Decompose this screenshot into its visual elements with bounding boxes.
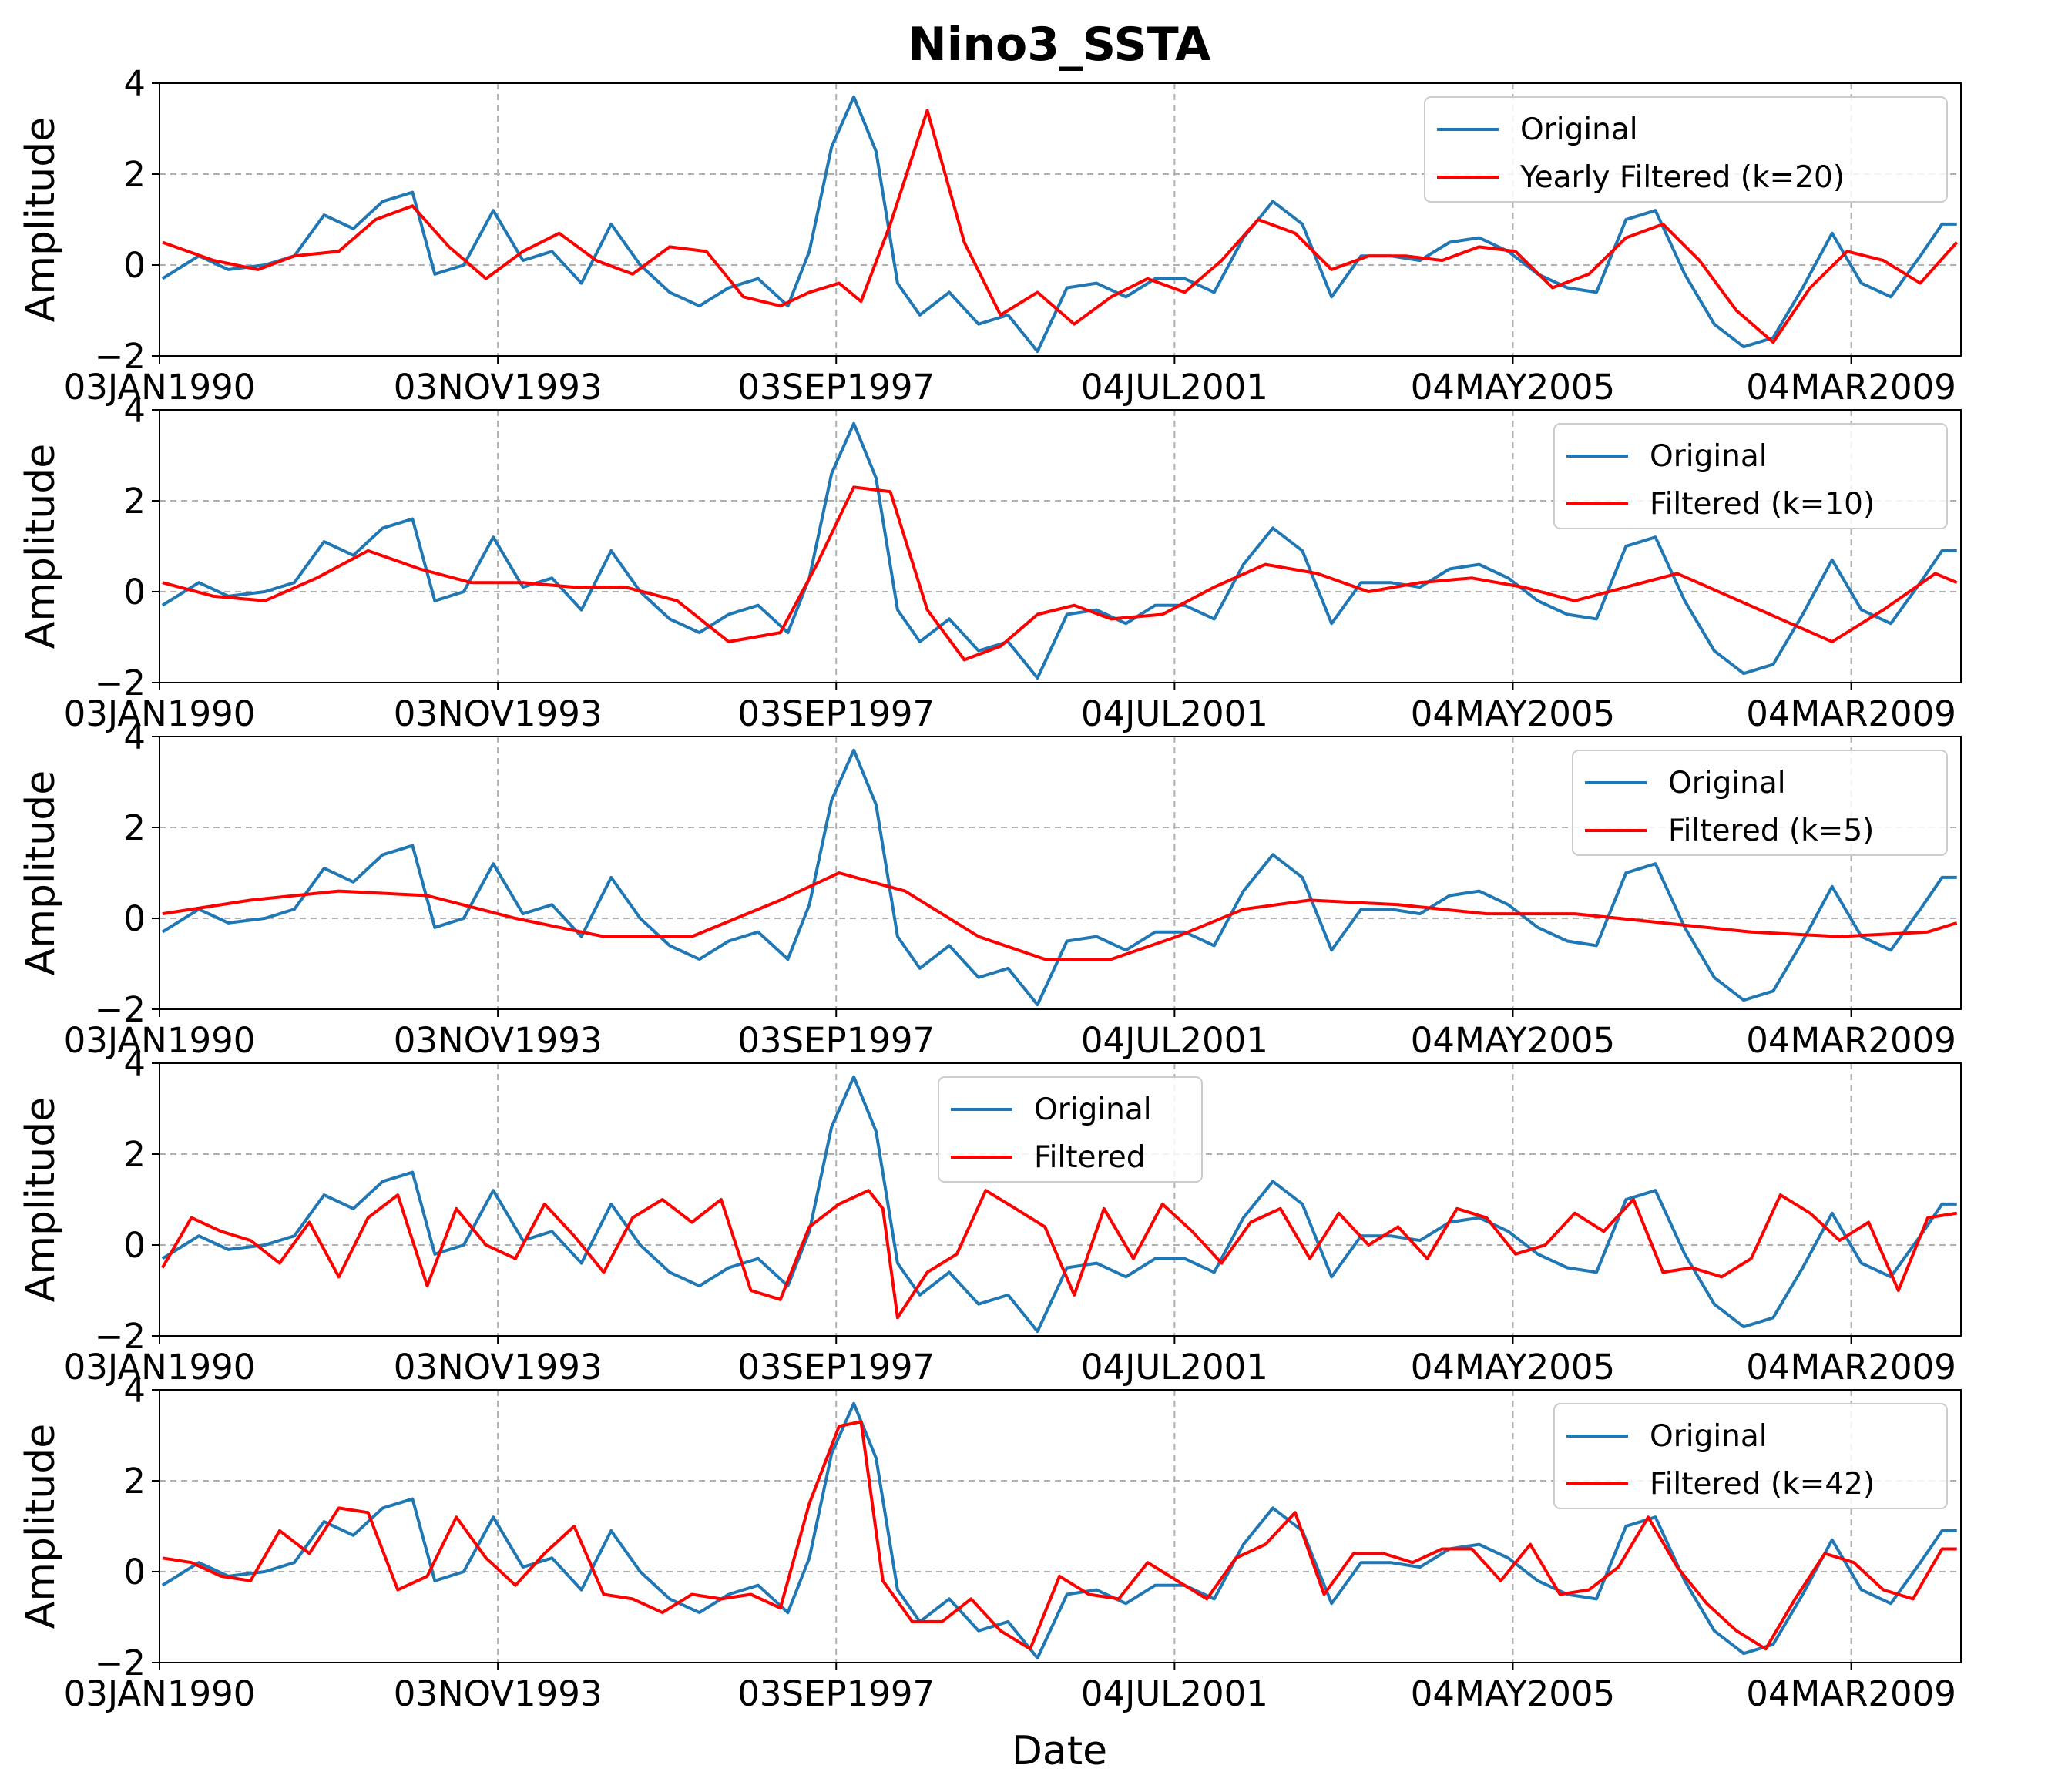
plot-frame bbox=[159, 736, 1962, 1010]
plot-frame bbox=[159, 409, 1962, 683]
y-axis-label: Amplitude bbox=[18, 444, 64, 649]
legend-box bbox=[1553, 1403, 1948, 1509]
original-series-line bbox=[161, 1401, 1957, 1660]
panel-4: 03JAN1990 03NOV1993 03SEP1997 04JUL2001 04MA… bbox=[18, 1043, 1962, 1388]
legend-entry-original: Original bbox=[1520, 112, 1638, 147]
y-tick-label: 4 bbox=[123, 1370, 146, 1411]
x-tick-label: 04MAY2005 bbox=[1411, 367, 1615, 408]
x-tick-label: 04MAR2009 bbox=[1746, 1673, 1956, 1714]
legend-entry-original: Original bbox=[1650, 439, 1768, 474]
x-tick-label: 03SEP1997 bbox=[737, 693, 935, 734]
legend: Original Yearly Filtered (k=20) bbox=[1424, 96, 1948, 203]
x-tick-label: 04JUL2001 bbox=[1081, 1673, 1268, 1714]
y-tick-label: 4 bbox=[123, 716, 146, 757]
x-tick-label: 04JUL2001 bbox=[1081, 1347, 1268, 1388]
legend-box bbox=[1572, 750, 1948, 856]
y-axis-label: Amplitude bbox=[18, 1424, 64, 1629]
x-tick-label: 03JAN1990 bbox=[64, 693, 256, 734]
panel-5: 03JAN1990 03NOV1993 03SEP1997 04JUL2001 04MA… bbox=[18, 1370, 1962, 1714]
filtered-series-line bbox=[162, 1420, 1957, 1651]
x-tick-label: 03NOV1993 bbox=[394, 693, 603, 734]
x-tick-label: 03NOV1993 bbox=[394, 1020, 603, 1061]
y-tick-label: −2 bbox=[95, 989, 146, 1030]
legend-entry-original: Original bbox=[1034, 1092, 1152, 1127]
y-tick-label: 2 bbox=[123, 154, 146, 195]
original-series-line bbox=[161, 748, 1957, 1007]
panel-1: 03JAN1990 03NOV1993 03SEP1997 04JUL2001 04MA… bbox=[18, 63, 1962, 408]
x-tick-label: 03SEP1997 bbox=[737, 1020, 935, 1061]
legend-box bbox=[1424, 96, 1948, 203]
legend-entry-filtered: Filtered (k=42) bbox=[1650, 1467, 1875, 1502]
x-tick-label: 03NOV1993 bbox=[394, 1673, 603, 1714]
plot-frame bbox=[159, 1389, 1962, 1663]
x-tick-label: 04MAR2009 bbox=[1746, 1347, 1956, 1388]
x-tick-label: 04JUL2001 bbox=[1081, 367, 1268, 408]
y-tick-label: 2 bbox=[123, 1134, 146, 1175]
filtered-series-line bbox=[162, 109, 1959, 344]
y-tick-label: 4 bbox=[123, 390, 146, 431]
x-tick-label: 04MAR2009 bbox=[1746, 367, 1956, 408]
x-tick-label: 03SEP1997 bbox=[737, 1347, 935, 1388]
original-series-line bbox=[161, 95, 1957, 354]
x-tick-label: 03NOV1993 bbox=[394, 1347, 603, 1388]
legend-entry-filtered: Filtered (k=5) bbox=[1668, 814, 1874, 848]
y-axis-label: Amplitude bbox=[18, 117, 64, 322]
plot-frame bbox=[159, 82, 1962, 357]
y-tick-label: 0 bbox=[123, 1225, 146, 1266]
x-tick-label: 04JUL2001 bbox=[1081, 1020, 1268, 1061]
x-tick-label: 03JAN1990 bbox=[64, 1020, 256, 1061]
y-tick-label: −2 bbox=[95, 663, 146, 703]
x-tick-label: 04MAY2005 bbox=[1411, 1673, 1615, 1714]
y-axis-label: Amplitude bbox=[18, 1097, 64, 1302]
y-tick-label: −2 bbox=[95, 336, 146, 377]
x-tick-label: 04MAY2005 bbox=[1411, 1347, 1615, 1388]
x-tick-label: 04JUL2001 bbox=[1081, 693, 1268, 734]
original-series-line bbox=[161, 1075, 1957, 1334]
x-tick-label: 03JAN1990 bbox=[64, 1347, 256, 1388]
legend-entry-filtered: Filtered (k=10) bbox=[1650, 487, 1875, 522]
panel-3: 03JAN1990 03NOV1993 03SEP1997 04JUL2001 04MA… bbox=[18, 716, 1962, 1061]
legend-entry-original: Original bbox=[1650, 1419, 1768, 1454]
y-tick-label: 0 bbox=[123, 898, 146, 939]
filtered-series-line bbox=[162, 871, 1958, 961]
x-tick-label: 04MAY2005 bbox=[1411, 693, 1615, 734]
legend-entry-filtered: Filtered bbox=[1034, 1140, 1145, 1175]
x-tick-label: 03NOV1993 bbox=[394, 367, 603, 408]
x-tick-label: 03SEP1997 bbox=[737, 367, 935, 408]
y-axis-label: Amplitude bbox=[18, 770, 64, 975]
x-tick-label: 03SEP1997 bbox=[737, 1673, 935, 1714]
y-tick-label: 4 bbox=[123, 63, 146, 104]
y-tick-label: 2 bbox=[123, 1461, 146, 1502]
legend: Original Filtered bbox=[938, 1076, 1203, 1183]
y-tick-label: 2 bbox=[123, 481, 146, 522]
legend-entry-original: Original bbox=[1668, 766, 1786, 800]
legend: Original Filtered (k=10) bbox=[1553, 423, 1948, 529]
filtered-series-line bbox=[161, 1189, 1958, 1320]
x-tick-label: 04MAY2005 bbox=[1411, 1020, 1615, 1061]
y-tick-label: 0 bbox=[123, 1552, 146, 1592]
legend-entry-filtered: Yearly Filtered (k=20) bbox=[1519, 160, 1845, 195]
legend: Original Filtered (k=42) bbox=[1553, 1403, 1948, 1509]
y-tick-label: 0 bbox=[123, 245, 146, 286]
x-tick-label: 04MAR2009 bbox=[1746, 693, 1956, 734]
y-tick-label: 0 bbox=[123, 572, 146, 612]
y-tick-label: −2 bbox=[95, 1316, 146, 1357]
figure-title: Nino3_SSTA bbox=[908, 18, 1211, 72]
filtered-series-line bbox=[162, 485, 1958, 662]
y-tick-label: 4 bbox=[123, 1043, 146, 1084]
legend-box bbox=[1553, 423, 1948, 529]
y-tick-label: −2 bbox=[95, 1643, 146, 1683]
original-series-line bbox=[161, 421, 1957, 680]
x-tick-label: 04MAR2009 bbox=[1746, 1020, 1956, 1061]
y-tick-label: 2 bbox=[123, 807, 146, 848]
panel-2: 03JAN1990 03NOV1993 03SEP1997 04JUL2001 04MA… bbox=[18, 390, 1962, 734]
x-tick-label: 03JAN1990 bbox=[64, 367, 256, 408]
x-axis-label: Date bbox=[1012, 1728, 1107, 1774]
plot-frame bbox=[159, 1062, 1962, 1337]
legend: Original Filtered (k=5) bbox=[1572, 750, 1948, 856]
x-tick-label: 03JAN1990 bbox=[64, 1673, 256, 1714]
